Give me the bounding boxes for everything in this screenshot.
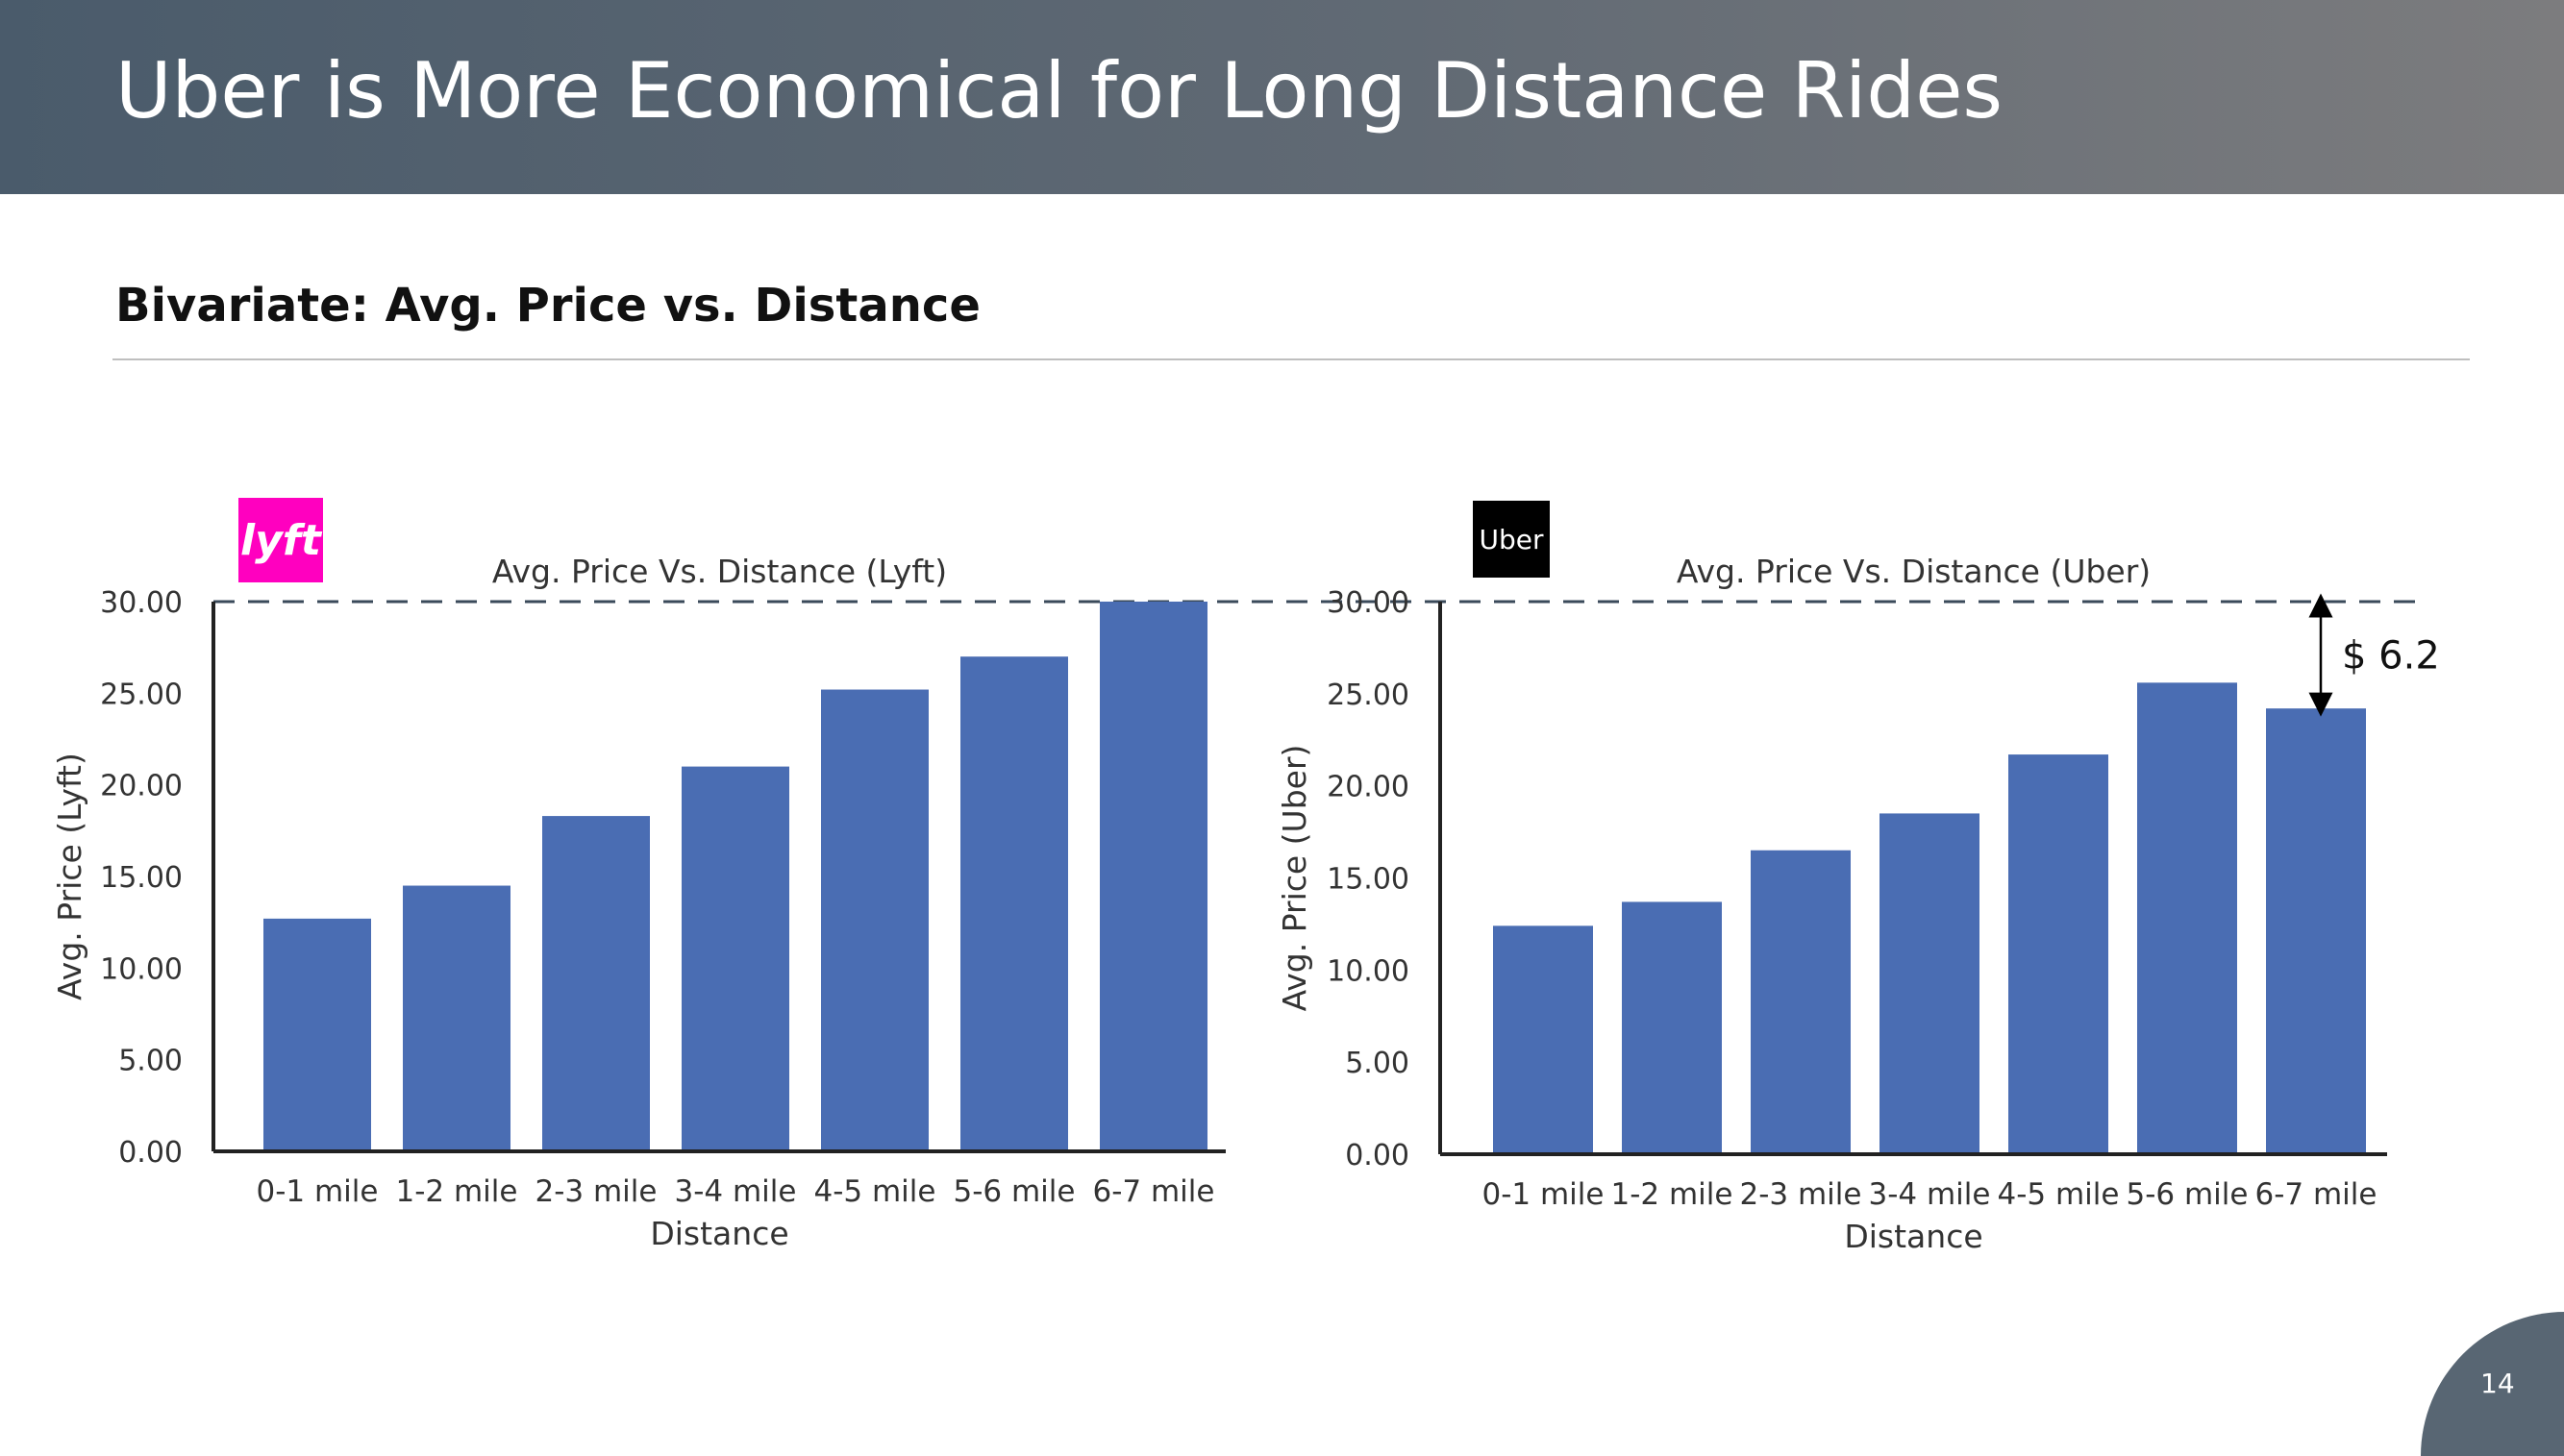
x-tick-label: 4-5 mile [814, 1174, 936, 1209]
x-tick-label: 0-1 mile [1482, 1177, 1605, 1212]
slide-title: Uber is More Economical for Long Distanc… [115, 46, 2004, 136]
y-axis-label: Avg. Price (Uber) [1276, 745, 1313, 1012]
bar-5-6-mile [2137, 682, 2237, 1154]
x-tick-label: 0-1 mile [257, 1174, 379, 1209]
y-tick-label: 0.00 [1345, 1139, 1409, 1172]
x-axis-label: Distance [650, 1215, 788, 1252]
bar-5-6-mile [960, 656, 1068, 1151]
bar-6-7-mile [2266, 708, 2366, 1154]
y-tick-label: 25.00 [1327, 679, 1409, 712]
chart-title: Avg. Price Vs. Distance (Lyft) [492, 553, 947, 590]
uber-chart: 0-1 mile 1-2 mile 2-3 mile 3-4 mile 4-5 mile… [1276, 553, 2387, 1255]
x-tick-label: 3-4 mile [1869, 1177, 1991, 1212]
bar-1-2-mile [1622, 901, 1722, 1154]
x-tick-label: 1-2 mile [1611, 1177, 1733, 1212]
bar-2-3-mile [1751, 850, 1851, 1154]
x-tick-label: 5-6 mile [954, 1174, 1076, 1209]
x-tick-label: 6-7 mile [2255, 1177, 2377, 1212]
y-tick-label: 15.00 [1327, 863, 1409, 897]
y-tick-label: 5.00 [118, 1045, 183, 1078]
y-tick-label: 15.00 [100, 861, 183, 895]
y-tick-label: 25.00 [100, 678, 183, 711]
price-gap-annotation: $ 6.2 [2308, 593, 2440, 717]
bar-0-1-mile [1493, 925, 1593, 1154]
x-tick-label: 1-2 mile [396, 1174, 518, 1209]
bar-3-4-mile [682, 766, 789, 1151]
lyft-chart: 0-1 mile 1-2 mile 2-3 mile 3-4 mile 4-5 mile… [51, 553, 1226, 1252]
y-tick-label: 30.00 [1327, 586, 1409, 620]
bar-1-2-mile [403, 885, 510, 1151]
chart-title: Avg. Price Vs. Distance (Uber) [1677, 553, 2151, 590]
y-tick-label: 20.00 [1327, 771, 1409, 804]
y-tick-label: 30.00 [100, 586, 183, 620]
subtitle-divider [112, 358, 2470, 360]
bar-6-7-mile [1100, 602, 1207, 1151]
bar-4-5-mile [821, 689, 929, 1151]
page-number: 14 [2480, 1368, 2515, 1399]
slide-subtitle: Bivariate: Avg. Price vs. Distance [115, 279, 981, 333]
bar-0-1-mile [263, 918, 371, 1151]
lyft-logo-text: lyft [240, 515, 321, 565]
x-tick-label: 6-7 mile [1093, 1174, 1215, 1209]
x-tick-label: 4-5 mile [1998, 1177, 2120, 1212]
x-tick-label: 2-3 mile [535, 1174, 658, 1209]
y-tick-label: 5.00 [1345, 1047, 1409, 1080]
x-tick-label: 2-3 mile [1740, 1177, 1862, 1212]
x-tick-label: 5-6 mile [2127, 1177, 2249, 1212]
x-axis-label: Distance [1844, 1218, 1982, 1255]
uber-logo-text: Uber [1479, 523, 1544, 555]
y-tick-label: 10.00 [1327, 954, 1409, 988]
x-tick-label: 3-4 mile [675, 1174, 797, 1209]
bar-2-3-mile [542, 816, 650, 1151]
bar-3-4-mile [1879, 813, 1979, 1154]
bar-4-5-mile [2008, 754, 2108, 1154]
uber-logo: Uber [1473, 501, 1550, 578]
y-tick-label: 10.00 [100, 952, 183, 986]
y-tick-label: 20.00 [100, 770, 183, 803]
gap-label: $ 6.2 [2342, 634, 2440, 679]
y-tick-label: 0.00 [118, 1136, 183, 1170]
y-axis-label: Avg. Price (Lyft) [51, 753, 88, 1000]
slide-header: Uber is More Economical for Long Distanc… [0, 0, 2564, 194]
lyft-logo: lyft [238, 498, 323, 582]
